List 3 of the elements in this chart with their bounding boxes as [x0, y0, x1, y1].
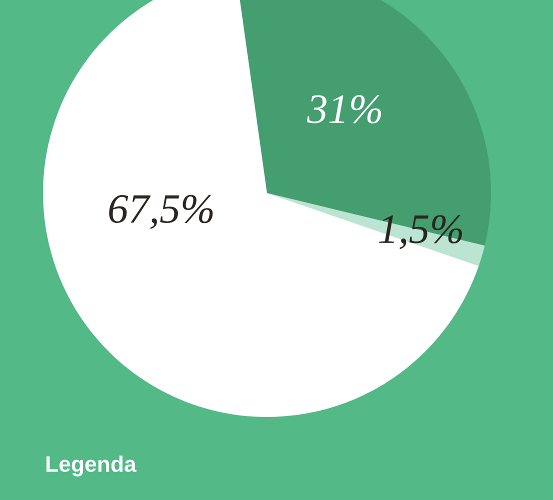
text: Legenda: [46, 456, 137, 476]
data-label: 31%: [306, 95, 382, 124]
data-label: 67,5%: [109, 194, 213, 230]
